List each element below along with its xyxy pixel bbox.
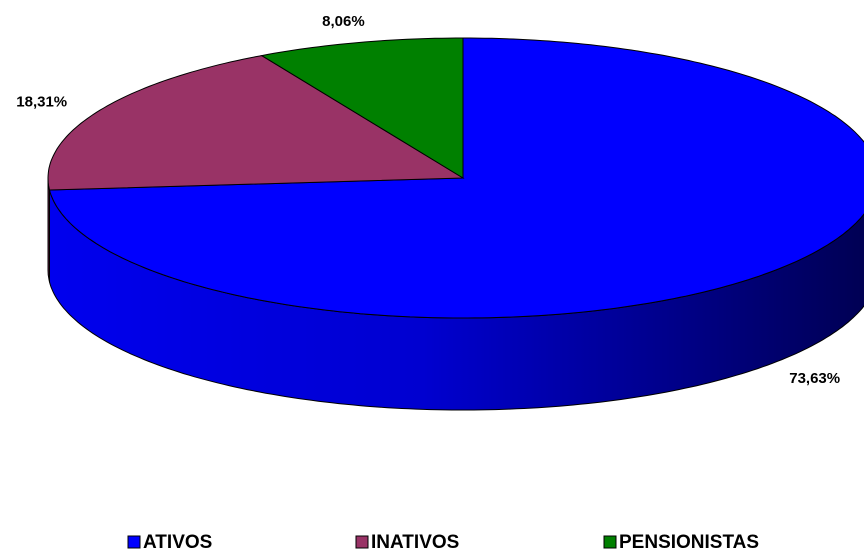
legend-swatch xyxy=(603,535,617,549)
legend-label: PENSIONISTAS xyxy=(619,532,759,553)
value-label: 18,31% xyxy=(16,93,67,110)
slice xyxy=(48,37,864,319)
legend-swatch xyxy=(355,535,369,549)
slice xyxy=(47,55,465,191)
legend: ATIVOS INATIVOS PENSIONISTAS xyxy=(127,532,759,553)
legend-label: ATIVOS xyxy=(143,532,212,553)
slice xyxy=(260,37,464,179)
plot: 73,63% 18,31% 8,06% xyxy=(16,13,864,411)
slice-side xyxy=(47,177,50,283)
legend-swatch xyxy=(127,535,141,549)
value-label: 73,63% xyxy=(789,370,840,387)
legend-label: INATIVOS xyxy=(371,532,459,553)
value-label: 8,06% xyxy=(322,13,365,30)
